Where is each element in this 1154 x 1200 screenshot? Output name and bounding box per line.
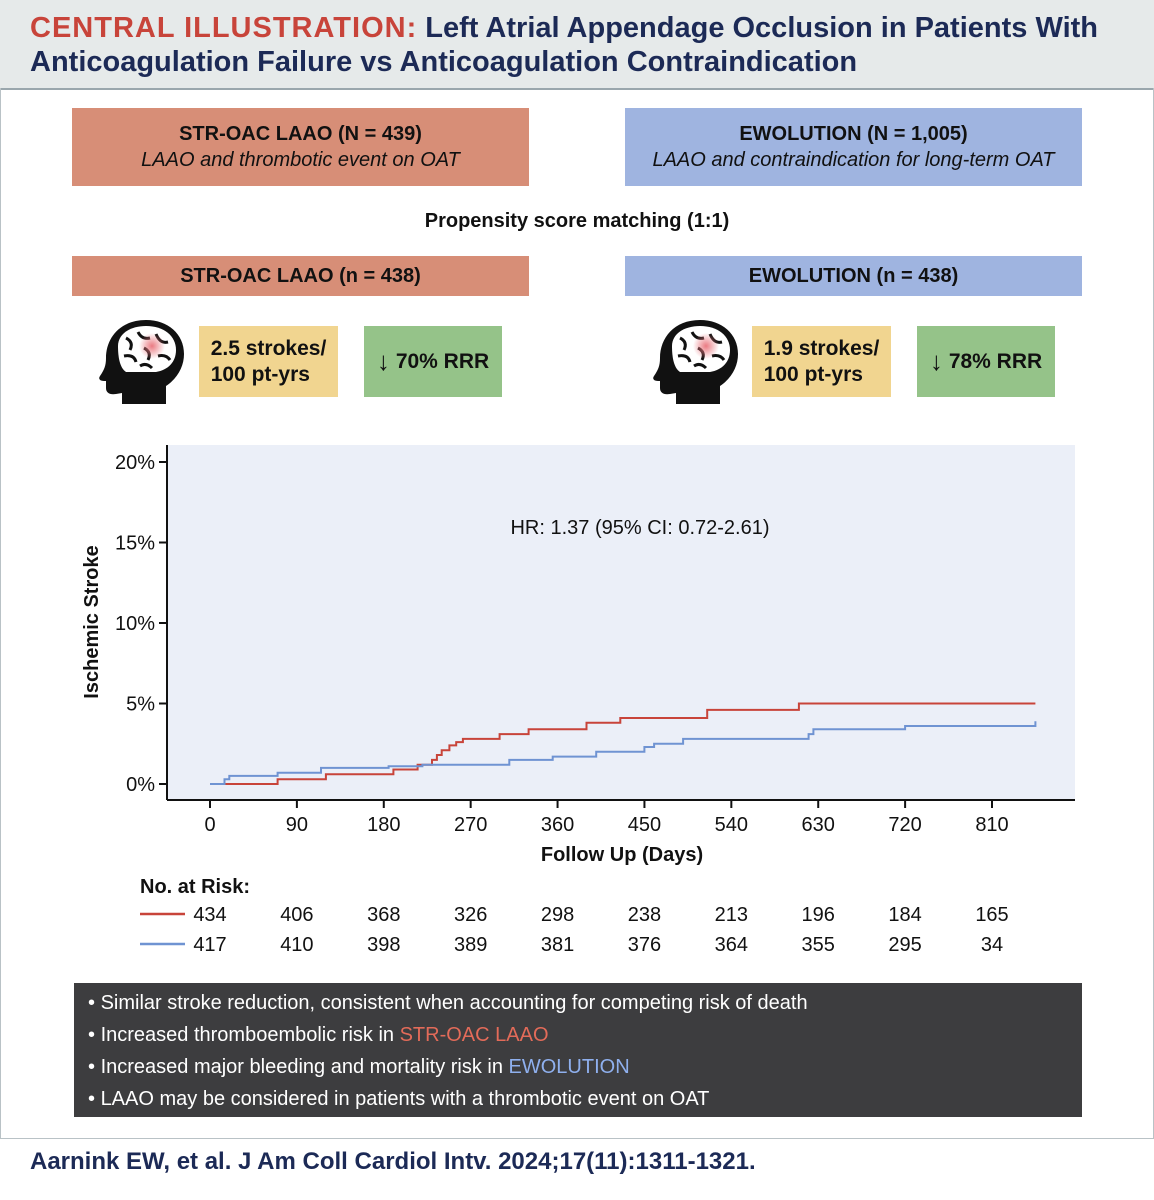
key-findings-panel: • Similar stroke reduction, consistent w… bbox=[74, 983, 1082, 1117]
cohort-name-ewolution: EWOLUTION (N = 1,005) bbox=[739, 123, 968, 145]
x-axis-label: Follow Up (Days) bbox=[541, 844, 703, 866]
rrr-box-ewolution: ↓ 78% RRR bbox=[917, 326, 1055, 397]
risk-table-cell: 406 bbox=[280, 904, 313, 926]
bullet-text: Increased thromboembolic risk in bbox=[100, 1024, 400, 1046]
risk-table-title: No. at Risk: bbox=[140, 876, 250, 898]
risk-table-cell: 238 bbox=[628, 904, 661, 926]
rrr-value: 70% RRR bbox=[395, 349, 490, 373]
stroke-rate-line2: 100 pt-yrs bbox=[763, 362, 863, 386]
x-tick-label: 180 bbox=[367, 814, 400, 836]
bullet-dot: • bbox=[88, 1056, 101, 1078]
x-tick-label: 540 bbox=[715, 814, 748, 836]
stroke-rate-line1: 2.5 strokes/ bbox=[210, 336, 327, 360]
y-tick-label: 15% bbox=[115, 533, 155, 555]
plot-area bbox=[167, 445, 1075, 800]
citation: Aarnink EW, et al. J Am Coll Cardiol Int… bbox=[30, 1148, 756, 1175]
x-tick-label: 90 bbox=[286, 814, 308, 836]
series-line-str-oac bbox=[210, 702, 1036, 785]
bullet-item: • Similar stroke reduction, consistent w… bbox=[88, 987, 1082, 1019]
series-group bbox=[210, 702, 1037, 785]
stroke-rate-box-str-oac: 2.5 strokes/ 100 pt-yrs bbox=[199, 326, 338, 397]
risk-table-cell: 376 bbox=[628, 934, 661, 956]
title-text-line1: Left Atrial Appendage Occlusion in Patie… bbox=[425, 12, 1099, 44]
risk-table-cell: 34 bbox=[981, 934, 1003, 956]
risk-table-cell: 364 bbox=[715, 934, 748, 956]
risk-table-cell: 410 bbox=[280, 934, 313, 956]
bullet-text: LAAO may be considered in patients with … bbox=[100, 1088, 710, 1110]
bullet-item: • Increased major bleeding and mortality… bbox=[88, 1051, 1082, 1083]
y-tick-label: 20% bbox=[115, 452, 155, 474]
stroke-rate-line2: 100 pt-yrs bbox=[210, 362, 310, 386]
down-arrow-icon: ↓ bbox=[929, 346, 943, 376]
bullet-dot: • bbox=[88, 1088, 101, 1110]
y-tick-label: 5% bbox=[126, 694, 155, 716]
x-tick-label: 630 bbox=[802, 814, 835, 836]
y-tick-label: 0% bbox=[126, 774, 155, 796]
x-tick-label: 720 bbox=[888, 814, 921, 836]
x-tick-label: 450 bbox=[628, 814, 661, 836]
risk-table-cell: 295 bbox=[888, 934, 921, 956]
risk-table-cell: 298 bbox=[541, 904, 574, 926]
risk-table-cell: 355 bbox=[802, 934, 835, 956]
cohort-name-str-oac: STR-OAC LAAO (N = 439) bbox=[179, 123, 422, 145]
header-banner bbox=[0, 0, 1154, 90]
bullet-highlight: STR-OAC LAAO bbox=[399, 1024, 549, 1046]
risk-table-cell: 213 bbox=[715, 904, 748, 926]
risk-table-cell: 381 bbox=[541, 934, 574, 956]
down-arrow-icon: ↓ bbox=[376, 346, 390, 376]
cohort-box-str-oac: STR-OAC LAAO (N = 439) LAAO and thrombot… bbox=[72, 108, 529, 186]
risk-table-cell: 389 bbox=[454, 934, 487, 956]
y-tick-label: 10% bbox=[115, 613, 155, 635]
x-tick-label: 270 bbox=[454, 814, 487, 836]
bullet-item: • LAAO may be considered in patients wit… bbox=[88, 1083, 1082, 1115]
cohort-box-ewolution: EWOLUTION (N = 1,005) LAAO and contraind… bbox=[625, 108, 1082, 186]
risk-table-cell: 165 bbox=[975, 904, 1008, 926]
central-illustration-label: CENTRAL ILLUSTRATION: bbox=[30, 12, 418, 44]
risk-table-cell: 417 bbox=[193, 934, 226, 956]
risk-table-cell: 196 bbox=[802, 904, 835, 926]
chart-text: 0% 5% 10% 15% 20% 0 90 180 270 360 450 540 630 720 810… bbox=[81, 452, 1009, 956]
bullet-dot: • bbox=[88, 992, 101, 1014]
x-tick-label: 360 bbox=[541, 814, 574, 836]
propensity-matching-label: Propensity score matching (1:1) bbox=[424, 210, 730, 232]
matched-box-ewolution: EWOLUTION (n = 438) bbox=[625, 256, 1082, 296]
page-title-line1: CENTRAL ILLUSTRATION: Left Atrial Append… bbox=[30, 12, 1098, 45]
risk-table-cell: 368 bbox=[367, 904, 400, 926]
kaplan-meier-chart: 0% 5% 10% 15% 20% 0 90 180 270 360 450 540 630 720 810… bbox=[81, 445, 1075, 956]
bullet-dot: • bbox=[88, 1024, 101, 1046]
axes bbox=[159, 445, 1075, 808]
rrr-box-str-oac: ↓ 70% RRR bbox=[364, 326, 502, 397]
cohort-desc-ewolution: LAAO and contraindication for long-term … bbox=[652, 149, 1055, 171]
stroke-rate-line1: 1.9 strokes/ bbox=[763, 336, 880, 360]
matched-box-str-oac: STR-OAC LAAO (n = 438) bbox=[72, 256, 529, 296]
rrr-value: 78% RRR bbox=[948, 349, 1043, 373]
risk-table-cell: 326 bbox=[454, 904, 487, 926]
bullet-item: • Increased thromboembolic risk in STR-O… bbox=[88, 1019, 1082, 1051]
head-with-brain-icon bbox=[99, 320, 184, 404]
page-title-line2: Anticoagulation Failure vs Anticoagulati… bbox=[30, 46, 858, 78]
hazard-ratio-annotation: HR: 1.37 (95% CI: 0.72-2.61) bbox=[510, 517, 769, 539]
bullet-highlight: EWOLUTION bbox=[508, 1056, 630, 1078]
series-line-ewolution bbox=[210, 721, 1037, 785]
x-tick-label: 0 bbox=[204, 814, 215, 836]
cohort-desc-str-oac: LAAO and thrombotic event on OAT bbox=[141, 149, 460, 171]
y-axis-label: Ischemic Stroke bbox=[81, 545, 103, 698]
risk-table-cell: 398 bbox=[367, 934, 400, 956]
bullet-text: Similar stroke reduction, consistent whe… bbox=[100, 992, 808, 1014]
stroke-rate-box-ewolution: 1.9 strokes/ 100 pt-yrs bbox=[752, 326, 891, 397]
bullet-text: Increased major bleeding and mortality r… bbox=[100, 1056, 509, 1078]
risk-table-cell: 434 bbox=[193, 904, 226, 926]
risk-table-cell: 184 bbox=[888, 904, 921, 926]
x-tick-label: 810 bbox=[975, 814, 1008, 836]
head-with-brain-icon bbox=[653, 320, 738, 404]
